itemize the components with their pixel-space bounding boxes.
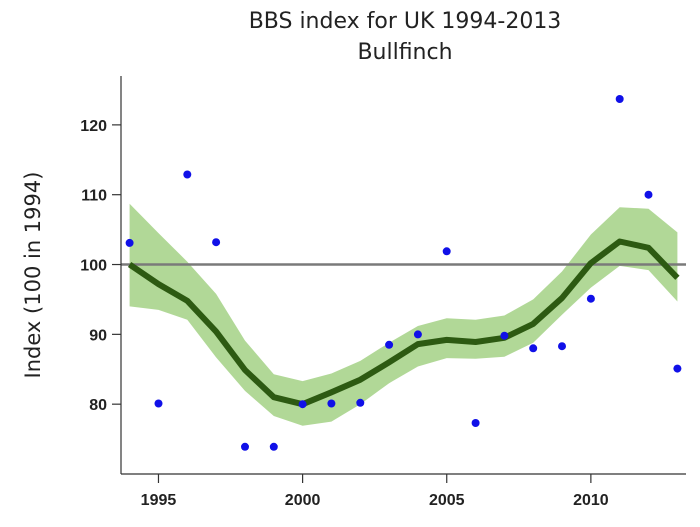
- x-tick-label-2010: 2010: [573, 492, 609, 509]
- x-tick-label-1995: 1995: [141, 492, 177, 509]
- y-tick-label-100: 100: [80, 258, 107, 275]
- y-tick-label-120: 120: [80, 118, 107, 135]
- data-point-2008: [529, 344, 538, 353]
- chart-title-block: BBS index for UK 1994-2013 Bullfinch: [0, 6, 700, 68]
- data-point-2001: [327, 399, 336, 408]
- data-point-2002: [356, 398, 365, 407]
- y-tick-label-90: 90: [89, 327, 107, 344]
- data-point-2004: [413, 330, 422, 339]
- data-point-2012: [644, 190, 653, 199]
- data-point-2007: [500, 331, 509, 340]
- data-point-2006: [471, 419, 480, 427]
- data-point-2000: [298, 400, 307, 409]
- data-point-2003: [385, 340, 394, 349]
- chart-subtitle: Bullfinch: [357, 40, 453, 65]
- data-point-1994: [125, 238, 134, 247]
- x-tick-label-2005: 2005: [429, 492, 465, 509]
- data-point-1996: [183, 170, 192, 179]
- x-tick-label-2000: 2000: [285, 492, 321, 509]
- data-point-1998: [241, 442, 249, 451]
- data-point-1995: [154, 399, 163, 408]
- y-tick-label-80: 80: [89, 397, 107, 414]
- data-point-2013: [673, 364, 682, 373]
- data-point-2011: [615, 95, 624, 103]
- data-point-1997: [212, 238, 221, 247]
- data-point-1999: [269, 442, 278, 451]
- data-point-2005: [442, 247, 451, 256]
- plot-area: 80 90 100 110 120 1995 2000 2005 2010: [80, 76, 686, 509]
- y-axis-title: Index (100 in 1994): [21, 172, 45, 379]
- confidence-band: [129, 203, 678, 426]
- trend-line: [127, 238, 680, 408]
- data-point-2010: [586, 294, 595, 303]
- data-point-2009: [558, 342, 566, 351]
- y-tick-label-110: 110: [81, 188, 107, 205]
- chart-title: BBS index for UK 1994-2013: [248, 9, 562, 34]
